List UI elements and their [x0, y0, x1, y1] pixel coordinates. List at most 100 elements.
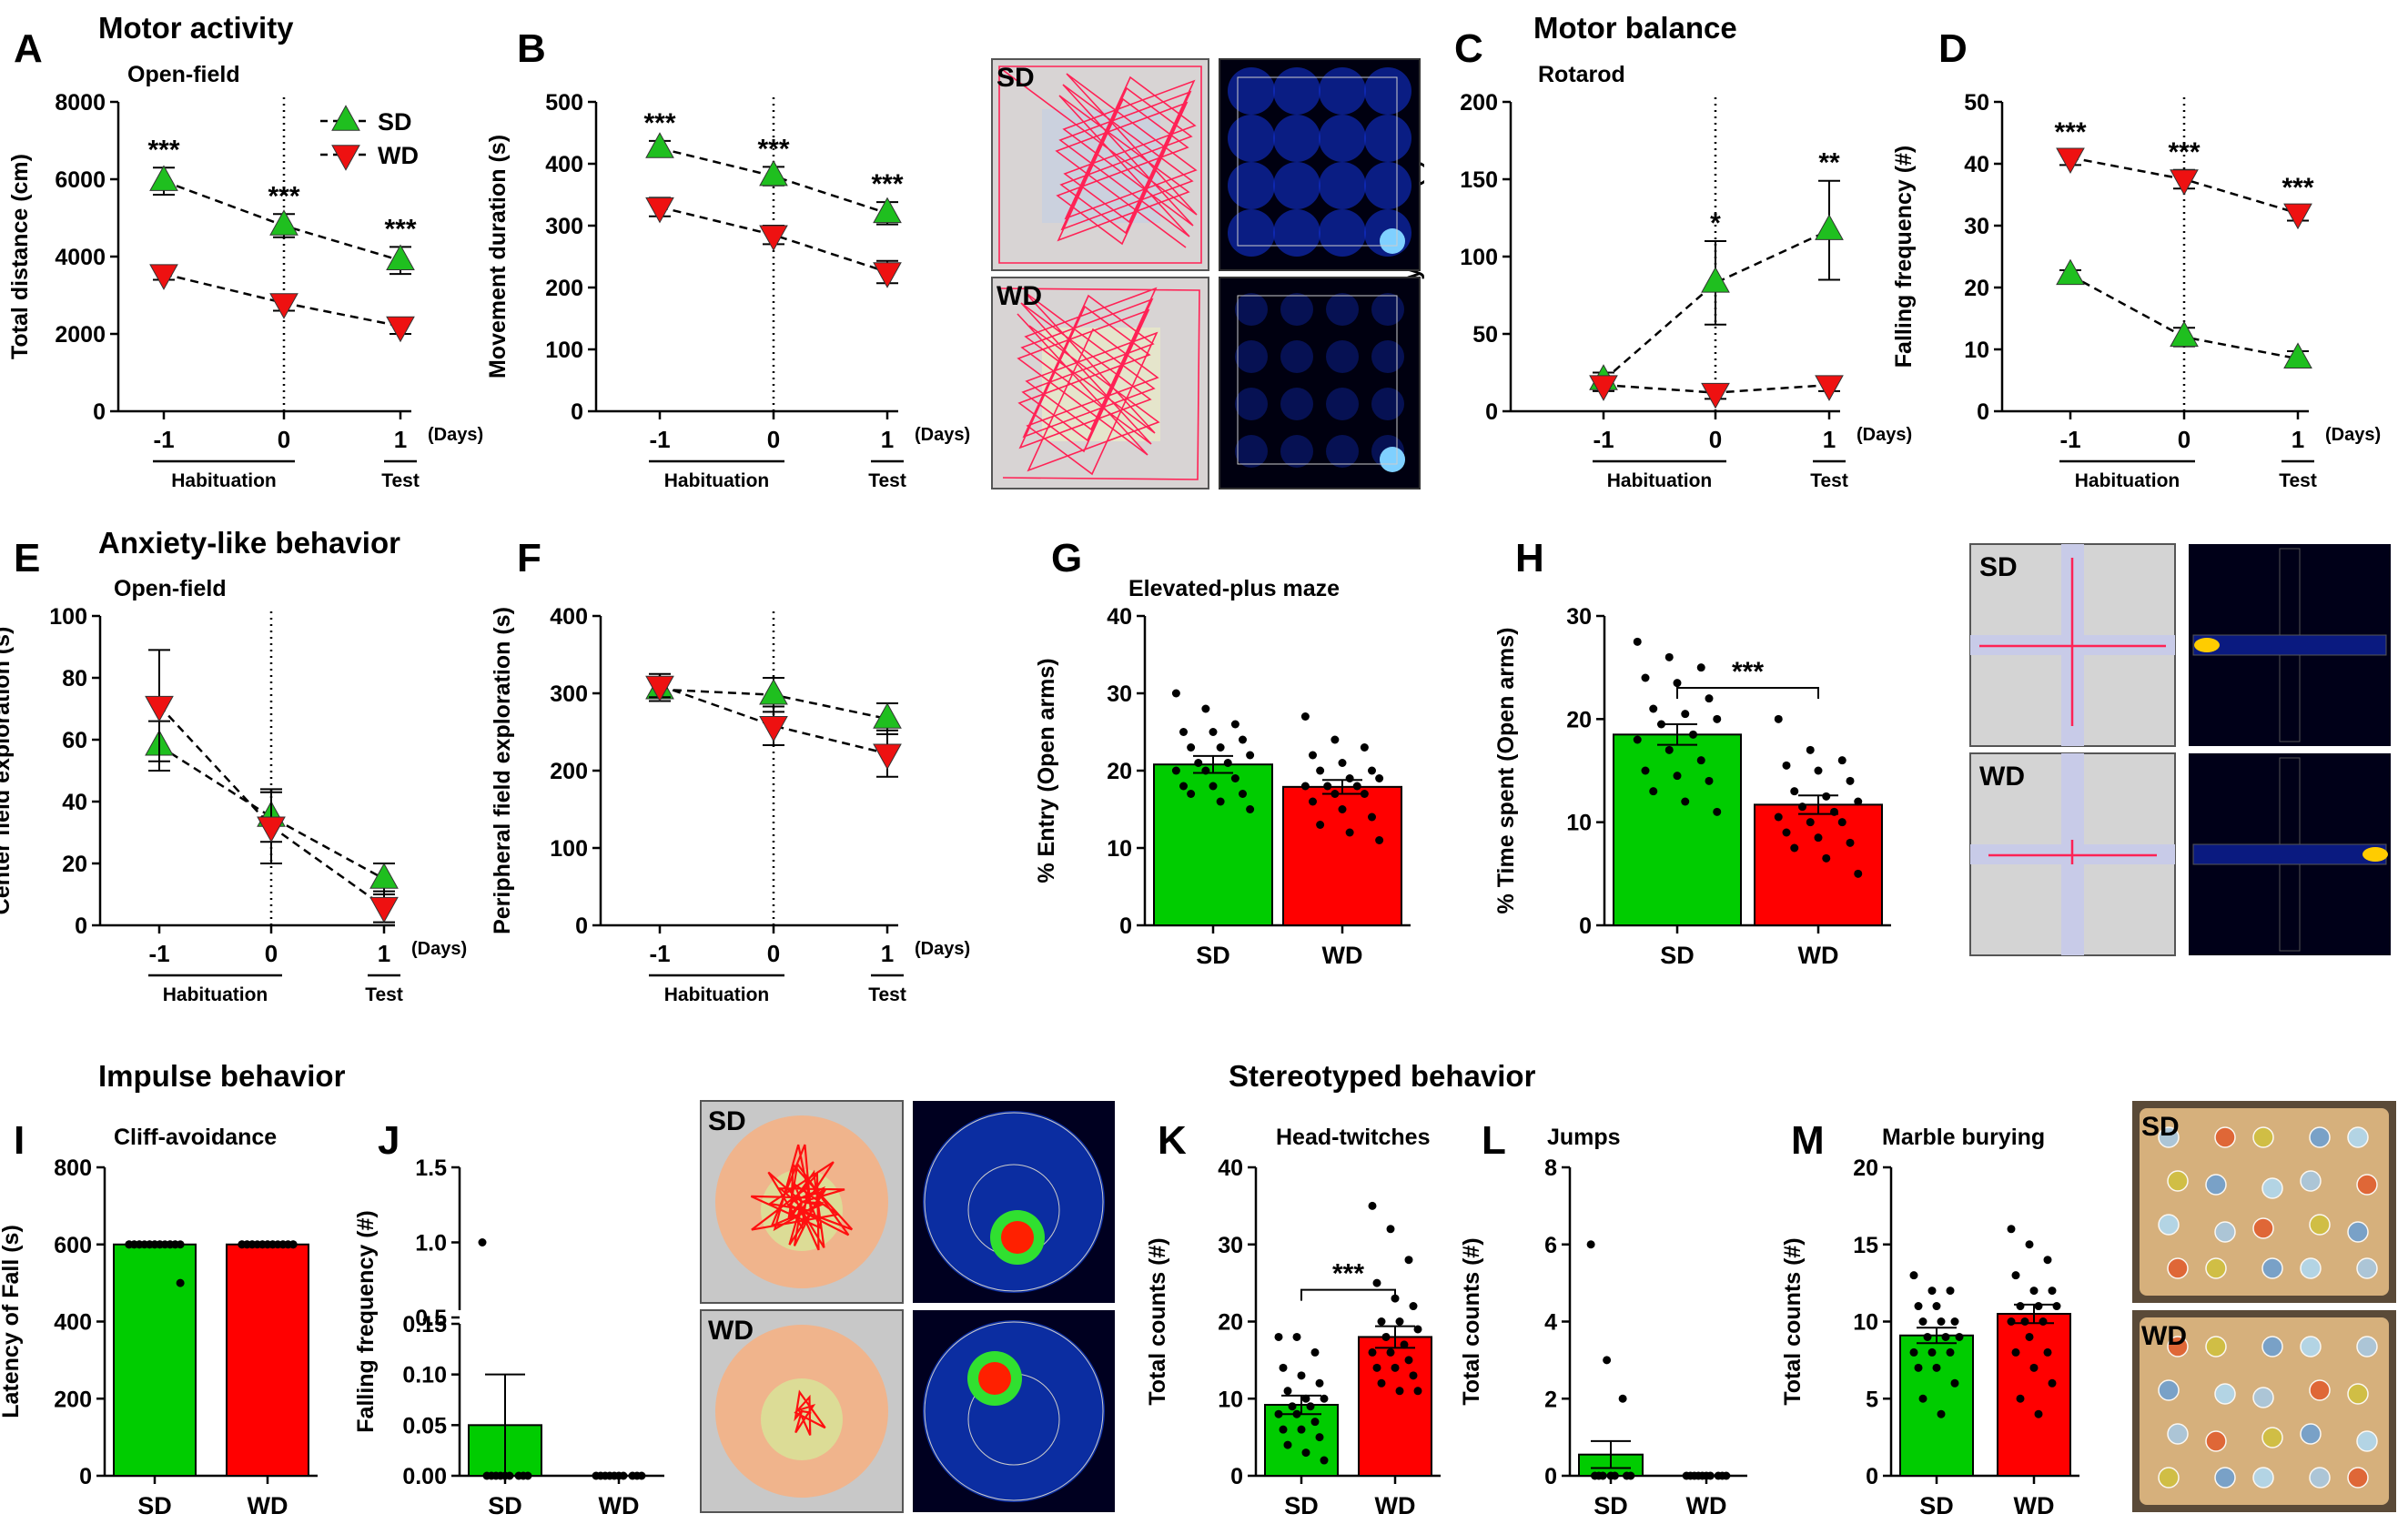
heat-blob [1235, 435, 1268, 468]
data-point [1830, 807, 1838, 816]
marble [2214, 1467, 2236, 1489]
openfield-heatmap [1219, 58, 1421, 271]
y-tick-label: 100 [1460, 245, 1498, 270]
chart-G: G Elevated-plus maze 0 10 20 30 40 % Entry (Ope… [1034, 536, 1411, 969]
habituation-label: Habituation [1607, 470, 1713, 491]
heat-hotspot [1380, 447, 1405, 472]
point-wd [1589, 375, 1618, 401]
y-tick-label: 1.0 [415, 1231, 447, 1256]
bar-sd [1899, 1334, 1974, 1477]
y-axis-label: Center field exploration (s) [0, 627, 15, 915]
data-point [1806, 745, 1815, 754]
x-tick-label: 0 [767, 426, 780, 453]
heat-blob [1326, 340, 1359, 373]
heat-blob [1228, 115, 1275, 162]
data-point [1923, 1332, 1932, 1341]
data-point [1603, 1356, 1612, 1365]
data-point [1598, 1471, 1607, 1480]
data-point [176, 1278, 185, 1287]
data-point [1673, 772, 1682, 781]
bar-sd [1613, 733, 1742, 926]
heat-blob [1319, 115, 1366, 162]
data-point [1705, 776, 1714, 785]
heat-blob [1280, 435, 1313, 468]
point-wd [873, 262, 902, 288]
marble-photo-sd: SD [2132, 1101, 2396, 1303]
y-tick-label: 0 [1230, 1464, 1243, 1489]
data-point [1179, 782, 1188, 791]
y-tick-label: 20 [1964, 276, 1989, 301]
significance-marker: * [1710, 208, 1721, 238]
track-path [1988, 840, 2157, 864]
days-label: (Days) [915, 425, 970, 445]
data-point [1301, 1394, 1310, 1403]
point-sd [1701, 267, 1730, 293]
panel-letter: H [1515, 536, 1544, 580]
data-point [1330, 735, 1340, 744]
heat-blob [1326, 435, 1359, 468]
test-label: Test [868, 984, 906, 1005]
data-point [1681, 797, 1690, 806]
marble [2205, 1430, 2227, 1452]
point-wd [873, 743, 902, 771]
y-tick-label: 0 [1866, 1464, 1878, 1489]
group-label: SD [1979, 552, 2018, 582]
y-tick-label: 6 [1544, 1233, 1557, 1258]
bedding [2140, 1108, 2389, 1296]
y-tick-label: 0 [571, 399, 583, 425]
data-point [2007, 1317, 2016, 1326]
y-tick-label: 30 [1566, 604, 1592, 630]
track-path [794, 1389, 826, 1436]
data-point [1323, 782, 1332, 791]
panel-letter: D [1938, 26, 1968, 71]
x-tick-label: SD [1284, 1492, 1319, 1519]
x-tick-label: -1 [153, 426, 174, 453]
chart-I: I Cliff-avoidance 0 200 400 600 800 Latency of … [0, 1118, 318, 1519]
y-tick-label: 20 [1107, 759, 1132, 784]
group-label: SD [997, 63, 1035, 93]
data-point [1386, 1347, 1395, 1357]
data-point [1914, 1363, 1923, 1372]
data-point [1404, 1256, 1413, 1265]
data-point [1283, 1387, 1292, 1396]
marble [2158, 1214, 2180, 1236]
data-point [1664, 745, 1674, 754]
heat-blob [1273, 115, 1320, 162]
marble [2347, 1383, 2369, 1405]
data-point [1673, 679, 1682, 688]
x-tick-label: WD [599, 1492, 640, 1519]
section-motor-activity: Motor activity [98, 11, 294, 45]
point-sd [386, 244, 415, 271]
y-tick-label: 100 [49, 604, 87, 630]
marble [2158, 1126, 2180, 1148]
bar-wd [1754, 803, 1883, 927]
data-point [2029, 1287, 2039, 1296]
bar-sd [113, 1243, 197, 1477]
y-tick-label: 10 [1853, 1310, 1878, 1336]
data-point [1946, 1347, 1955, 1357]
heat-blob [1280, 388, 1313, 420]
data-point [1610, 1471, 1619, 1480]
x-tick-label: WD [1798, 942, 1839, 969]
outer-ring [924, 1112, 1104, 1292]
bar-wd [1358, 1336, 1432, 1477]
point-sd [2283, 342, 2312, 368]
chart-subtitle: Open-field [127, 62, 240, 87]
data-point [1782, 828, 1791, 837]
data-point [2025, 1332, 2034, 1341]
x-tick-label: 1 [1823, 426, 1836, 453]
data-point [1641, 673, 1650, 682]
data-point [1209, 782, 1218, 791]
data-point [1649, 704, 1658, 713]
data-point [1413, 1387, 1422, 1396]
y-tick-label: 300 [550, 681, 588, 707]
cliff-track-sd: SD [700, 1100, 904, 1304]
habituation-label: Habituation [171, 470, 277, 491]
x-tick-label: SD [137, 1492, 172, 1519]
data-point [1310, 1347, 1320, 1357]
marble [2214, 1383, 2236, 1405]
x-tick-label: 0 [767, 940, 780, 967]
y-tick-label: 20 [1853, 1156, 1878, 1181]
data-point [1909, 1271, 1918, 1280]
